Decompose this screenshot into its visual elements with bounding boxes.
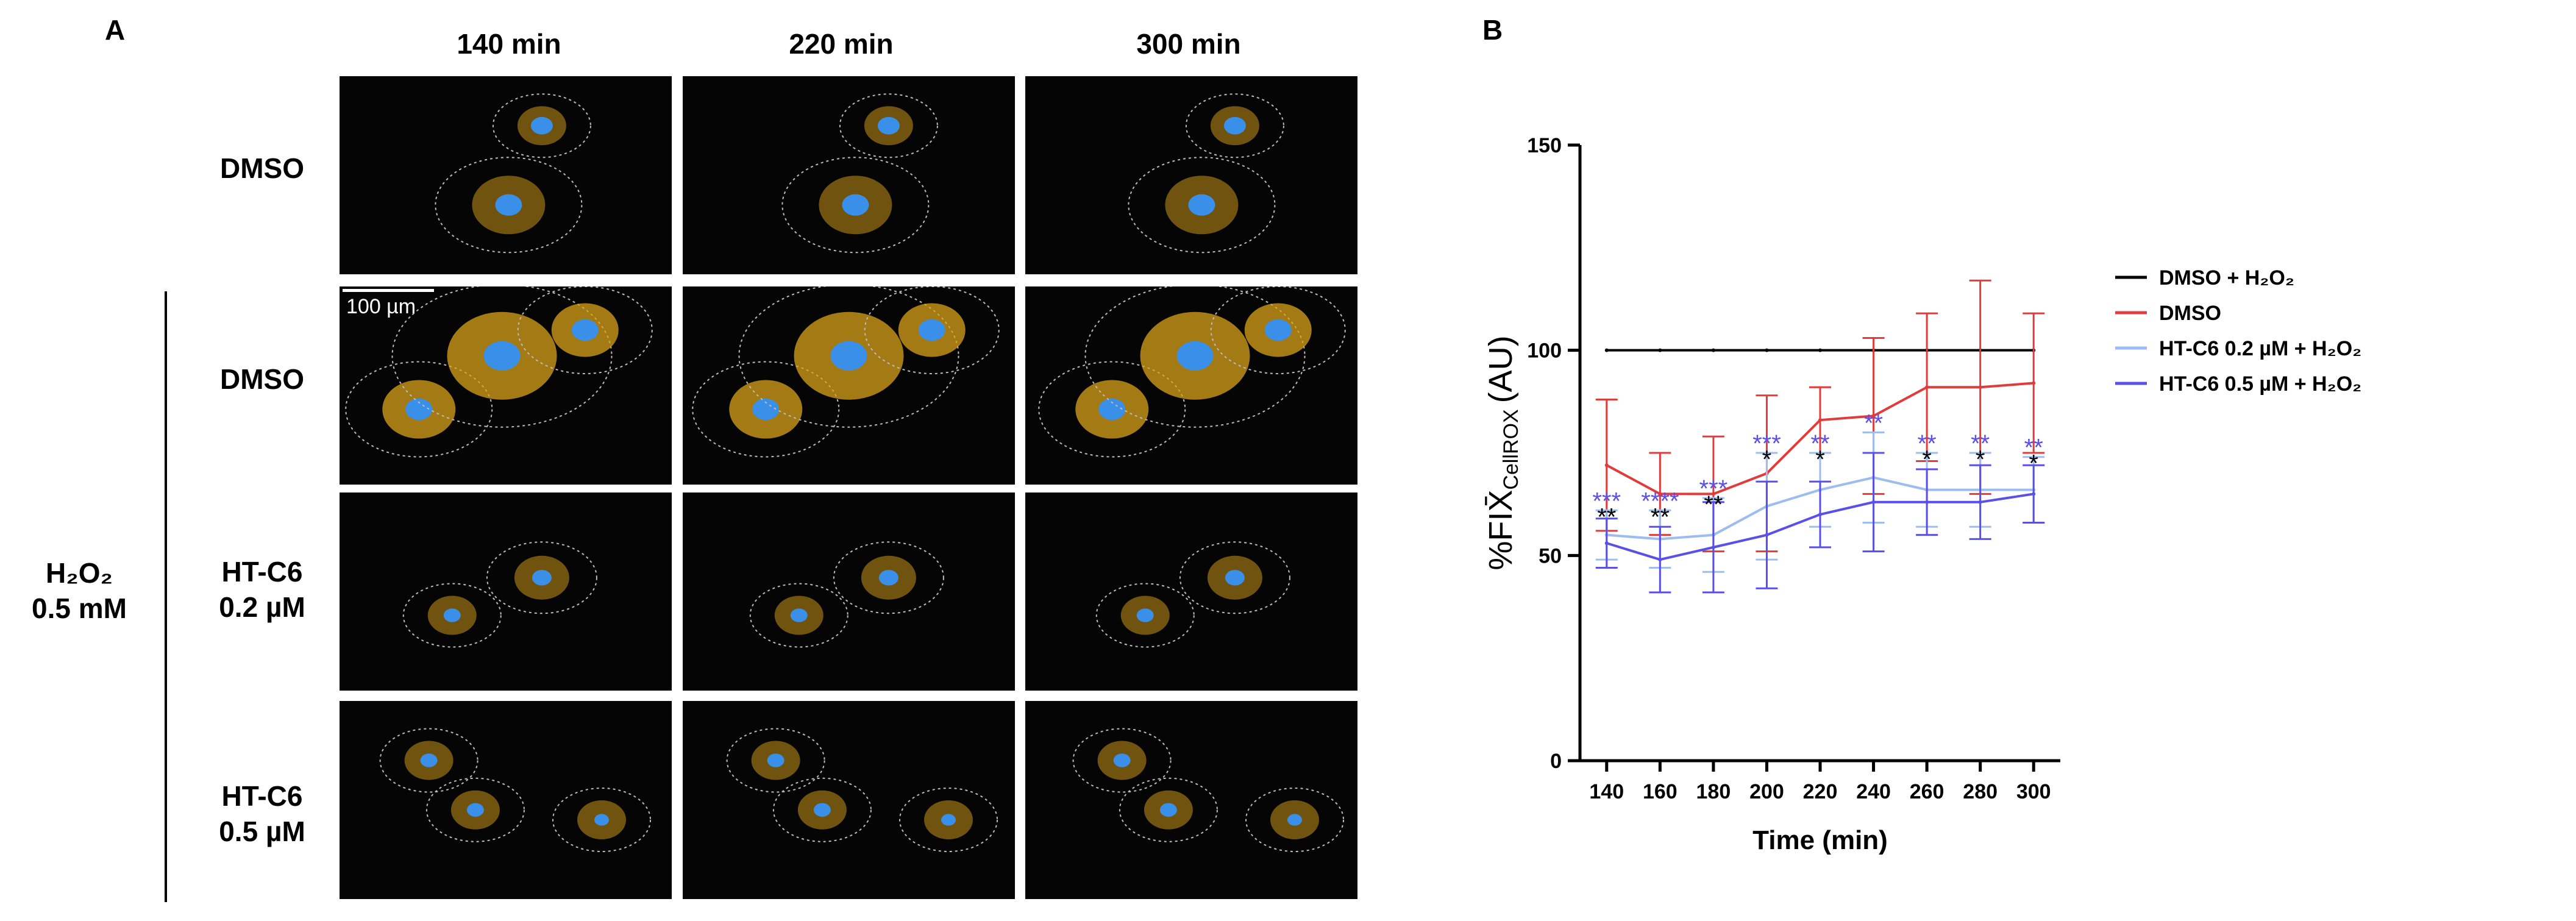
data-point	[1604, 541, 1609, 546]
data-point	[1658, 348, 1662, 352]
legend-label: HT-C6 0.5 µM + H₂O₂	[2159, 372, 2361, 396]
significance-blue: **	[1864, 410, 1883, 436]
y-axis-label-sub: CellROX	[1500, 409, 1523, 489]
group-label-line: 0.5 mM	[32, 592, 127, 624]
data-point	[2032, 381, 2036, 385]
data-point	[1818, 418, 1822, 422]
data-point	[1711, 545, 1715, 549]
legend-label: DMSO + H₂O₂	[2159, 266, 2294, 290]
significance-black: *	[1922, 446, 1932, 473]
row-label-line: DMSO	[220, 152, 304, 184]
data-point	[1978, 385, 1982, 389]
data-point	[1818, 513, 1822, 516]
significance-blue: **	[1918, 430, 1937, 457]
x-tick-label: 260	[1910, 780, 1944, 803]
data-point	[1925, 385, 1929, 389]
column-header-220: 220 min	[789, 28, 894, 60]
microscopy-tile	[1025, 76, 1357, 274]
microscopy-tile	[340, 493, 672, 691]
row-label-line: 0.5 µM	[219, 815, 305, 847]
data-point	[2032, 492, 2036, 496]
x-tick-label: 200	[1749, 780, 1784, 803]
row-label-htc6-05: HT-C6 0.5 µM	[189, 779, 335, 849]
microscopy-tile	[683, 76, 1015, 274]
group-bracket-line	[165, 291, 167, 902]
microscopy-tile	[340, 286, 672, 485]
group-label-line: H₂O₂	[46, 557, 113, 589]
significance-black: **	[1651, 503, 1670, 530]
significance-black: **	[1704, 491, 1723, 518]
significance-black: *	[1815, 446, 1825, 473]
significance-blue: ***	[1592, 488, 1621, 514]
group-label-h2o2: H₂O₂ 0.5 mM	[12, 556, 146, 626]
microscopy-tile	[683, 701, 1015, 899]
microscopy-tile	[683, 286, 1015, 485]
row-label-line: DMSO	[220, 363, 304, 395]
microscopy-tile	[683, 493, 1015, 691]
significance-black: *	[1762, 446, 1772, 473]
scale-bar-label: 100 µm	[346, 295, 416, 318]
legend-label: DMSO	[2159, 302, 2221, 325]
data-point	[1658, 558, 1662, 562]
y-tick-label: 0	[1550, 750, 1562, 773]
significance-blue: **	[2024, 435, 2043, 461]
data-point	[1658, 492, 1662, 496]
x-tick-label: 280	[1963, 780, 1998, 803]
data-point	[1711, 348, 1715, 352]
significance-black: **	[1597, 503, 1616, 530]
row-label-line: HT-C6	[221, 556, 303, 588]
scale-bar	[343, 289, 434, 292]
significance-blue: **	[1971, 430, 1990, 457]
x-tick-label: 220	[1803, 780, 1838, 803]
x-tick-label: 240	[1856, 780, 1891, 803]
microscopy-tile	[1025, 493, 1357, 691]
row-label-dmso-control: DMSO	[189, 151, 335, 187]
y-tick-label: 150	[1527, 134, 1562, 157]
significance-black: *	[2029, 450, 2038, 477]
data-point	[1604, 463, 1609, 468]
data-point	[1925, 500, 1929, 504]
y-axis-label-main: %FIX̄	[1482, 490, 1519, 571]
data-point	[1818, 348, 1822, 352]
microscopy-tile	[340, 701, 672, 899]
significance-blue: ***	[1752, 430, 1781, 457]
column-header-300: 300 min	[1136, 28, 1241, 60]
significance-black: *	[1976, 446, 1985, 473]
row-label-line: HT-C6	[221, 780, 303, 812]
row-label-dmso-h2o2: DMSO	[189, 362, 335, 397]
x-tick-label: 160	[1643, 780, 1678, 803]
y-tick-label: 50	[1539, 544, 1562, 567]
row-label-line: 0.2 µM	[219, 591, 305, 623]
data-point	[1871, 414, 1876, 418]
data-point	[1604, 348, 1609, 352]
panel-b-letter: B	[1482, 14, 1503, 46]
microscopy-tile	[1025, 286, 1357, 485]
y-axis-label-unit: (AU)	[1482, 335, 1519, 403]
data-point	[1871, 500, 1876, 504]
x-tick-label: 300	[2016, 780, 2051, 803]
data-point	[1978, 500, 1982, 504]
column-header-140: 140 min	[457, 28, 561, 60]
row-label-htc6-02: HT-C6 0.2 µM	[189, 555, 335, 625]
legend-label: HT-C6 0.2 µM + H₂O₂	[2159, 337, 2361, 360]
data-point	[1765, 533, 1769, 537]
x-tick-label: 180	[1696, 780, 1731, 803]
x-tick-label: 140	[1589, 780, 1624, 803]
panel-a-letter: A	[105, 14, 126, 46]
y-axis-label: %FIX̄CellROX (AU)	[1482, 335, 1523, 570]
significance-blue: ***	[1699, 475, 1728, 502]
significance-blue: ****	[1641, 488, 1679, 514]
x-axis-label: Time (min)	[1752, 825, 1888, 855]
y-tick-label: 100	[1527, 340, 1562, 363]
microscopy-tile	[340, 76, 672, 274]
data-point	[1711, 492, 1715, 496]
microscopy-tile	[1025, 701, 1357, 899]
significance-blue: **	[1810, 430, 1829, 457]
data-point	[1765, 348, 1769, 352]
